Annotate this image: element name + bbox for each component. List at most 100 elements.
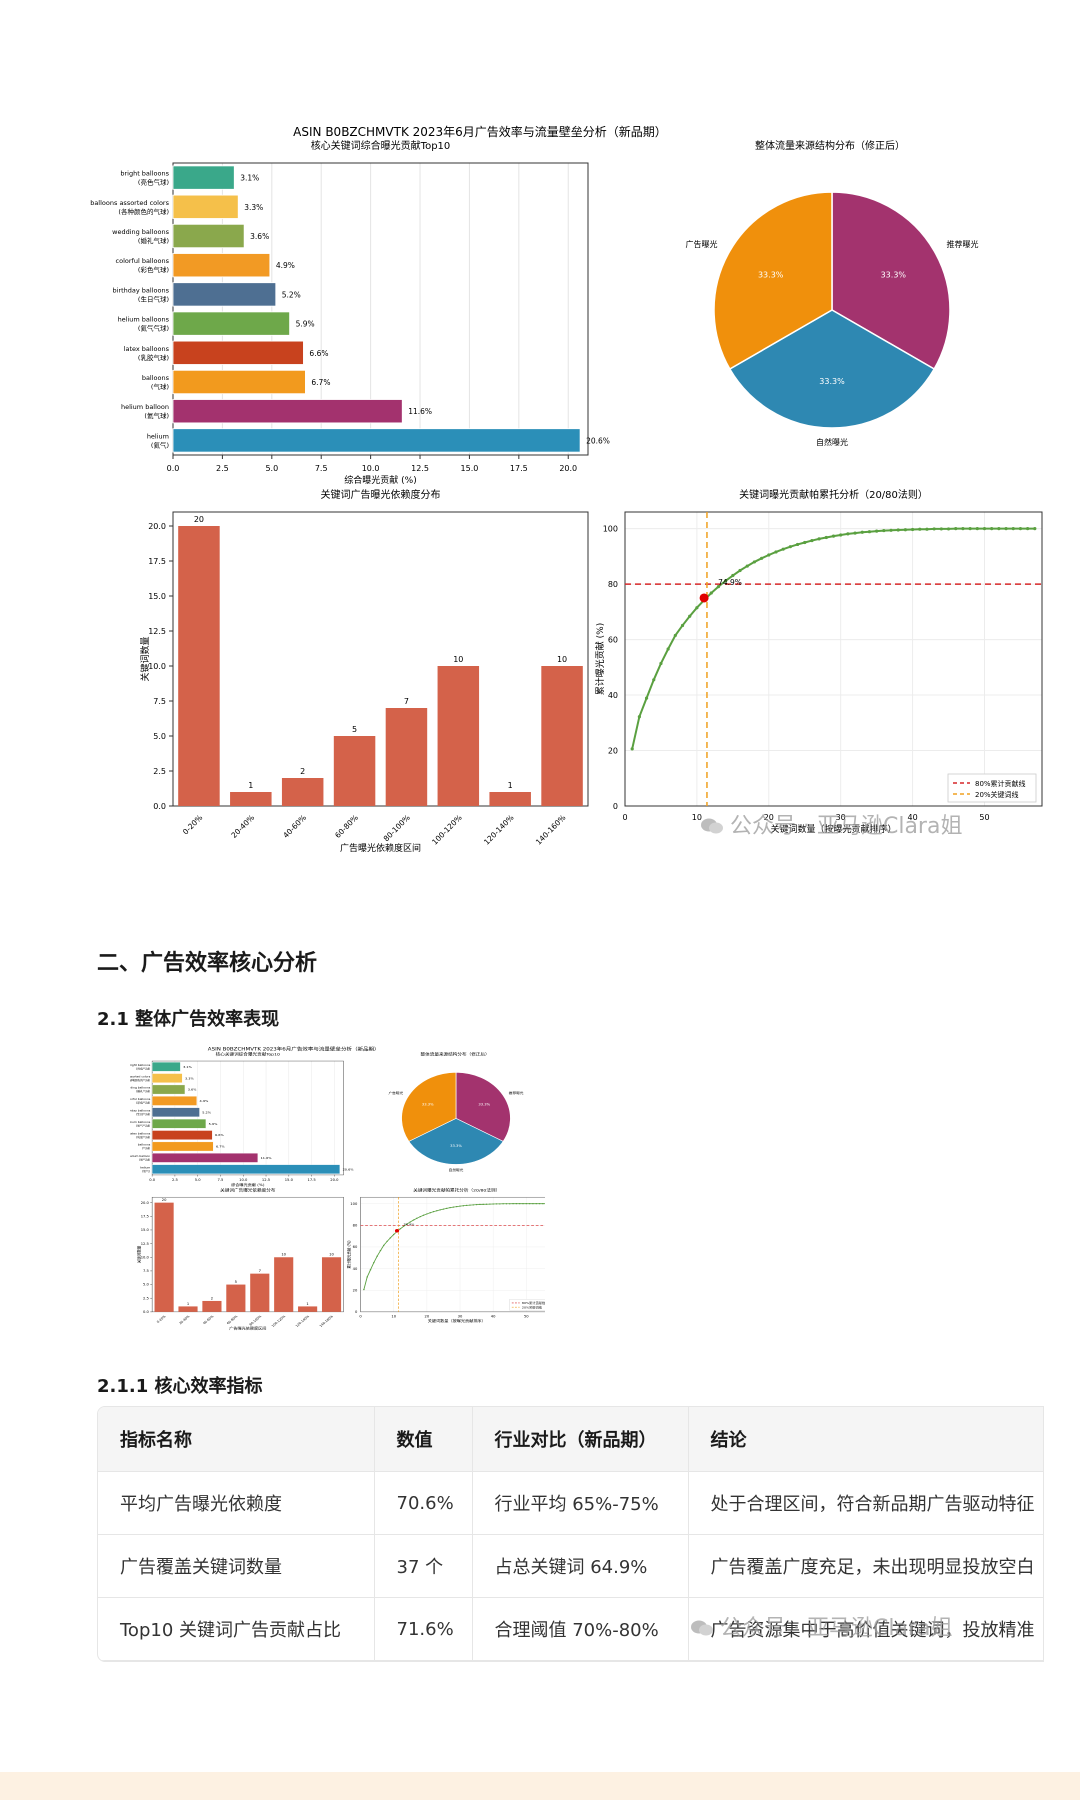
watermark-2: 公众号 · 亚马逊Clara姐 bbox=[690, 1610, 952, 1642]
x-tick-label: 20-40% bbox=[229, 813, 256, 840]
series-point bbox=[369, 1269, 372, 1271]
bar bbox=[151, 1062, 181, 1072]
chart-title: 关键词曝光贡献帕累托分析（20/80法则） bbox=[739, 488, 928, 501]
wechat-icon bbox=[700, 816, 724, 834]
series-point bbox=[954, 527, 958, 531]
y-tick-label: 20 bbox=[608, 747, 618, 756]
y-tick-label: 5.0 bbox=[143, 1283, 149, 1287]
series-point bbox=[731, 573, 735, 578]
bar-value-label: 20.6% bbox=[586, 436, 610, 445]
y-tick-label: 10.0 bbox=[148, 662, 166, 671]
x-tick-label: 7.5 bbox=[315, 464, 328, 473]
y-tick-label-zh: (气球) bbox=[142, 1146, 150, 1150]
x-tick-label: 0.0 bbox=[149, 1178, 155, 1182]
y-axis-label: 关键词数量 bbox=[139, 636, 151, 681]
chart-title: 核心关键词综合曝光贡献Top10 bbox=[311, 139, 451, 152]
pie-value-label: 33.3% bbox=[881, 271, 907, 280]
bar-value-label: 5.2% bbox=[282, 290, 301, 299]
pie-value-label: 33.3% bbox=[422, 1103, 435, 1107]
series-point bbox=[449, 1207, 451, 1209]
x-tick-label: 10 bbox=[692, 813, 702, 822]
y-tick-label: helium balloon bbox=[121, 403, 169, 411]
bar-value-label: 6.6% bbox=[309, 349, 328, 358]
y-tick-label-zh: (氦气) bbox=[151, 440, 169, 449]
bar bbox=[172, 340, 304, 365]
bar bbox=[321, 1257, 342, 1312]
x-tick-label: 40-60% bbox=[202, 1315, 214, 1326]
x-tick-label: 15.0 bbox=[461, 464, 479, 473]
bar bbox=[172, 428, 581, 453]
series-point bbox=[1004, 527, 1008, 531]
bar-value-label: 2 bbox=[211, 1297, 213, 1301]
series-point bbox=[644, 696, 649, 700]
series-point bbox=[745, 564, 749, 568]
y-tick-label: birthday balloons bbox=[113, 286, 170, 294]
bottom-bar bbox=[0, 1772, 1080, 1800]
series-point bbox=[824, 535, 828, 540]
x-tick-label: 100-120% bbox=[430, 813, 464, 847]
series-point bbox=[439, 1209, 441, 1211]
x-tick-label: 40 bbox=[907, 813, 917, 822]
series-point bbox=[446, 1207, 448, 1209]
x-tick-label: 80-100% bbox=[382, 813, 412, 843]
x-tick-label: 20.0 bbox=[330, 1178, 338, 1182]
series-point bbox=[1011, 527, 1015, 531]
series-point bbox=[839, 533, 843, 537]
x-tick-label: 140-160% bbox=[534, 813, 568, 847]
bar bbox=[151, 1164, 341, 1174]
series-point bbox=[803, 540, 807, 545]
figure-thumbnail[interactable]: ASIN B0BZCHMVTK 2023年6月广告效率与流量壁垒分析（新品期） … bbox=[114, 1040, 554, 1345]
y-tick-label: 15.0 bbox=[148, 592, 166, 601]
y-axis-label: 累计曝光贡献 (%) bbox=[346, 1240, 351, 1269]
x-tick-label: 0-20% bbox=[156, 1315, 167, 1324]
series-point bbox=[831, 534, 836, 538]
y-tick-label: bright balloons bbox=[130, 1063, 151, 1067]
bar-value-label: 10 bbox=[557, 655, 567, 664]
y-tick-label: 0 bbox=[355, 1310, 357, 1314]
series-point bbox=[767, 553, 771, 557]
x-tick-label: 120-140% bbox=[482, 813, 516, 847]
ad-dependency-chart: 关键词广告曝光依赖度分布 0.0 2.5 5.0 7.5 10.0 12.5 15.0 17.5… bbox=[139, 488, 589, 854]
series-point bbox=[469, 1204, 471, 1206]
bar-value-label: 3.1% bbox=[183, 1065, 192, 1069]
series-point bbox=[889, 528, 893, 532]
bar bbox=[172, 369, 306, 395]
series-point bbox=[774, 550, 778, 554]
table-header: 数值 bbox=[374, 1407, 473, 1472]
bar bbox=[172, 282, 277, 307]
x-tick-label: 20-40% bbox=[178, 1315, 190, 1326]
series-point bbox=[666, 647, 670, 651]
series-point bbox=[997, 527, 1001, 531]
x-tick-label: 20 bbox=[764, 813, 774, 822]
bar-value-label: 10 bbox=[281, 1253, 286, 1257]
y-tick-label: wedding balloons bbox=[130, 1086, 151, 1090]
series-point bbox=[528, 1203, 531, 1205]
chart-title: 关键词广告曝光依赖度分布 bbox=[321, 488, 441, 501]
analysis-figure: ASIN B0BZCHMVTK 2023年6月广告效率与流量壁垒分析（新品期） … bbox=[0, 0, 1080, 864]
series-point bbox=[436, 1210, 438, 1212]
bar-value-label: 7 bbox=[259, 1269, 261, 1273]
y-tick-label: latex balloons bbox=[124, 345, 170, 353]
x-tick-label: 10 bbox=[391, 1315, 396, 1319]
y-tick-label: 60 bbox=[608, 636, 618, 645]
series-point bbox=[462, 1205, 465, 1207]
bar-value-label: 5.9% bbox=[209, 1122, 218, 1126]
bar bbox=[151, 1107, 200, 1118]
y-tick-label: colorful balloons bbox=[130, 1097, 151, 1101]
bar bbox=[274, 1257, 294, 1312]
series-point bbox=[512, 1203, 514, 1205]
y-tick-label-zh: (氦气气球) bbox=[138, 324, 169, 333]
y-tick-label: 5.0 bbox=[153, 732, 166, 741]
bar-value-label: 2 bbox=[300, 767, 305, 776]
bar-value-label: 10 bbox=[453, 655, 463, 664]
x-tick-label: 12.5 bbox=[411, 464, 429, 473]
y-tick-label-zh: (氦气) bbox=[142, 1169, 150, 1173]
chart-title: 整体流量来源结构分布（修正后） bbox=[421, 1051, 490, 1057]
series-point bbox=[1018, 527, 1023, 531]
series-point bbox=[518, 1203, 521, 1205]
series-point bbox=[509, 1203, 511, 1205]
bar-value-label: 1 bbox=[248, 781, 253, 790]
table-header: 结论 bbox=[688, 1407, 1043, 1472]
x-tick-label: 5.0 bbox=[265, 464, 278, 473]
chart-title: 关键词广告曝光依赖度分布 bbox=[220, 1187, 276, 1193]
